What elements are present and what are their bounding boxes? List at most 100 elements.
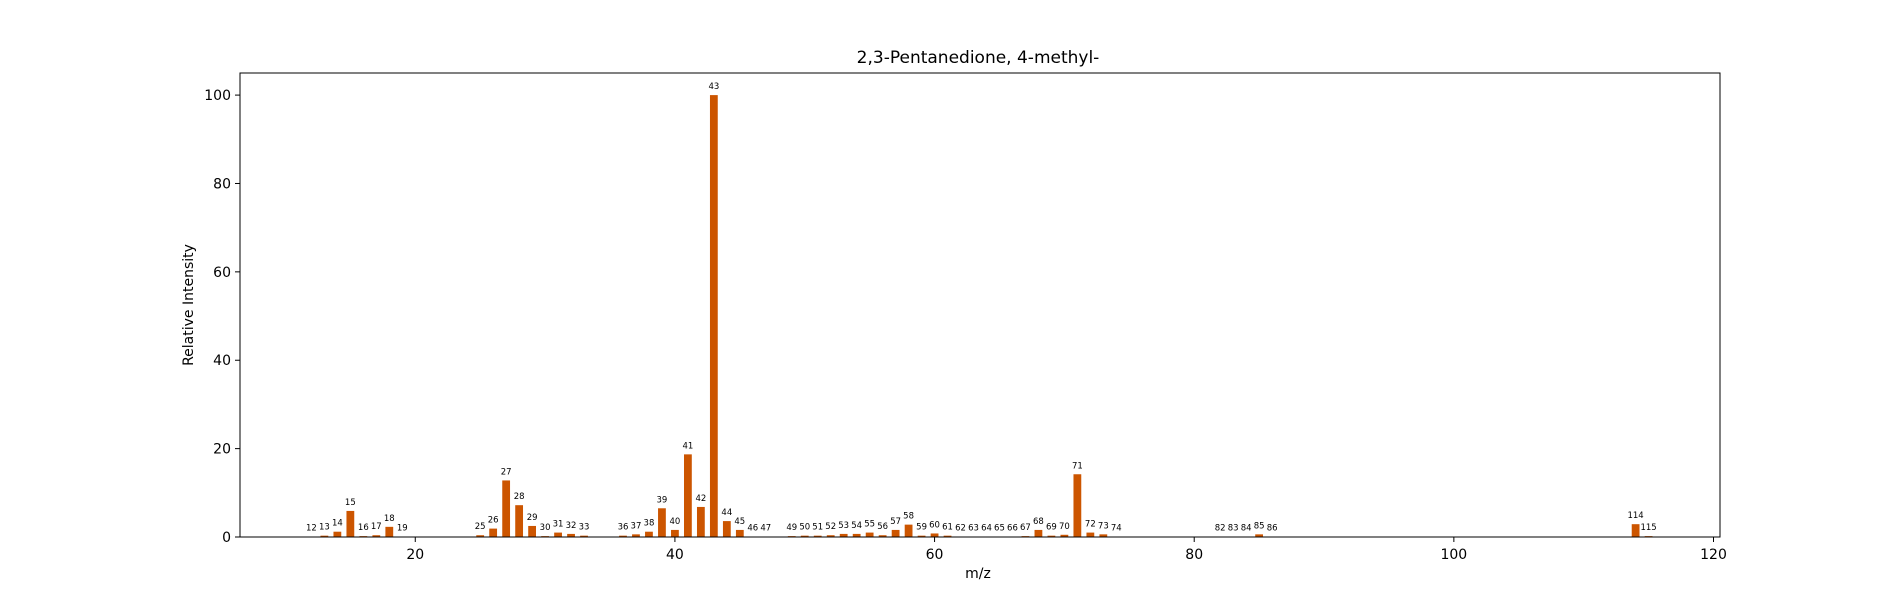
bar-label-mz-42: 42 [695, 494, 706, 504]
y-tick-label-0: 0 [222, 530, 231, 546]
y-tick-label-80: 80 [213, 176, 231, 192]
bar-label-mz-45: 45 [734, 517, 745, 527]
bar-label-mz-49: 49 [786, 523, 797, 533]
bar-label-mz-62: 62 [955, 524, 966, 534]
bar-mz-14 [333, 531, 342, 537]
bar-label-mz-27: 27 [501, 467, 512, 477]
bar-label-mz-41: 41 [682, 441, 693, 451]
bar-mz-44 [722, 521, 731, 537]
bar-label-mz-13: 13 [319, 523, 330, 533]
bar-mz-18 [385, 526, 394, 537]
x-tick-label-120: 120 [1700, 547, 1727, 563]
bar-label-mz-19: 19 [397, 524, 408, 534]
bar-label-mz-71: 71 [1072, 461, 1083, 471]
bar-mz-33 [580, 535, 588, 537]
bar-label-mz-51: 51 [812, 523, 823, 533]
bar-label-mz-14: 14 [332, 519, 343, 529]
y-tick-label-100: 100 [204, 88, 231, 104]
bar-label-mz-32: 32 [566, 521, 577, 531]
bar-label-mz-47: 47 [760, 524, 771, 534]
bar-label-mz-85: 85 [1254, 521, 1265, 531]
y-axis: 0 20 40 60 80 100 [204, 88, 240, 546]
bar-mz-28 [515, 505, 524, 537]
bar-label-mz-12: 12 [306, 524, 317, 534]
bar-mz-26 [489, 528, 498, 537]
bar-mz-56 [878, 535, 887, 537]
bar-label-mz-37: 37 [631, 521, 642, 531]
bar-mz-38 [645, 531, 653, 537]
bar-label-mz-31: 31 [553, 520, 564, 530]
bar-label-mz-53: 53 [838, 521, 849, 531]
bar-label-mz-39: 39 [657, 495, 668, 505]
x-tick-label-60: 60 [926, 547, 944, 563]
bar-mz-58 [904, 524, 913, 537]
bar-label-mz-73: 73 [1098, 521, 1109, 531]
bar-mz-36 [619, 535, 627, 537]
bar-mz-37 [632, 534, 640, 537]
bar-mz-71 [1073, 474, 1082, 537]
bar-mz-52 [826, 535, 835, 537]
bar-label-mz-84: 84 [1241, 524, 1252, 534]
bar-mz-43 [709, 95, 718, 537]
bar-mz-41 [684, 454, 692, 537]
bar-label-mz-64: 64 [981, 524, 992, 534]
y-tick-label-20: 20 [213, 442, 231, 458]
bar-label-mz-61: 61 [942, 523, 953, 533]
x-tick-label-100: 100 [1440, 547, 1467, 563]
bar-mz-53 [839, 533, 848, 537]
bar-mz-70 [1060, 534, 1069, 537]
x-tick-label-20: 20 [406, 547, 424, 563]
bar-label-mz-69: 69 [1046, 523, 1057, 533]
bar-mz-68 [1034, 529, 1043, 537]
bar-mz-73 [1099, 534, 1108, 537]
bar-label-mz-114: 114 [1627, 511, 1643, 521]
bar-mz-69 [1047, 535, 1056, 537]
y-tick-label-40: 40 [213, 353, 231, 369]
bar-mz-29 [528, 525, 536, 537]
bar-label-mz-70: 70 [1059, 522, 1070, 532]
bar-mz-85 [1255, 534, 1264, 537]
bar-label-mz-82: 82 [1215, 524, 1226, 534]
bar-label-mz-83: 83 [1228, 524, 1239, 534]
bar-label-mz-57: 57 [890, 517, 901, 527]
bar-mz-72 [1086, 532, 1095, 537]
bar-label-mz-15: 15 [345, 498, 356, 508]
bar-label-mz-58: 58 [903, 512, 914, 522]
bar-label-mz-33: 33 [579, 523, 590, 533]
bar-mz-50 [800, 535, 809, 537]
x-tick-label-80: 80 [1185, 547, 1203, 563]
plot-frame [239, 72, 1721, 538]
x-axis-label: m/z [965, 566, 991, 582]
bar-label-mz-28: 28 [514, 492, 525, 502]
bar-label-mz-74: 74 [1111, 524, 1122, 534]
bar-label-mz-44: 44 [721, 508, 732, 518]
bar-mz-57 [891, 529, 900, 537]
bar-label-mz-63: 63 [968, 524, 979, 534]
bar-mz-40 [671, 529, 679, 537]
bar-label-mz-17: 17 [371, 522, 382, 532]
chart-title: 2,3-Pentanedione, 4-methyl- [857, 48, 1100, 68]
bar-label-mz-18: 18 [384, 514, 395, 524]
bar-label-mz-59: 59 [916, 523, 927, 533]
y-tick-label-60: 60 [213, 265, 231, 281]
bar-label-mz-56: 56 [877, 522, 888, 532]
bar-label-mz-65: 65 [994, 524, 1005, 534]
bar-label-mz-16: 16 [358, 523, 369, 533]
bar-mz-54 [852, 533, 861, 537]
bar-label-mz-36: 36 [618, 523, 629, 533]
bar-label-mz-86: 86 [1267, 524, 1278, 534]
bar-mz-27 [502, 480, 511, 537]
bar-mz-13 [320, 535, 329, 537]
bar-mz-39 [658, 508, 666, 537]
bar-mz-114 [1631, 524, 1640, 537]
bar-label-mz-46: 46 [747, 524, 758, 534]
bar-mz-61 [943, 535, 952, 537]
bar-label-mz-55: 55 [864, 520, 875, 530]
bar-mz-31 [554, 532, 562, 537]
x-axis: 20 40 60 80 100 120 [406, 537, 1727, 563]
bar-label-mz-38: 38 [644, 519, 655, 529]
bar-label-mz-60: 60 [929, 520, 940, 530]
